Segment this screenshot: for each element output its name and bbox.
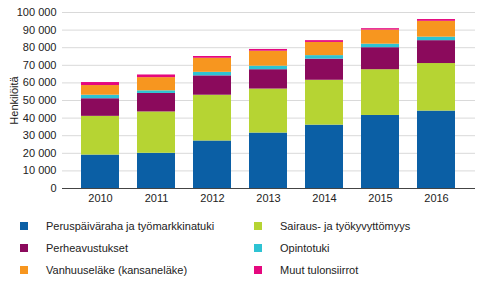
svg-text:70 000: 70 000 (23, 59, 57, 71)
svg-text:30 000: 30 000 (23, 129, 57, 141)
svg-text:60 000: 60 000 (23, 76, 57, 88)
html-text:Opintotuki: Opintotuki (280, 242, 330, 254)
svg-text:50 000: 50 000 (23, 94, 57, 106)
svg-text:2015: 2015 (368, 192, 392, 204)
svg-text:80 000: 80 000 (23, 41, 57, 53)
svg-text:2012: 2012 (200, 192, 224, 204)
html-text:Peruspäiväraha ja työmarkkinat: Peruspäiväraha ja työmarkkinatuki (46, 220, 215, 232)
svg-text:2011: 2011 (145, 192, 169, 204)
html-text:Perheavustukset: Perheavustukset (46, 242, 128, 254)
svg-text:10 000: 10 000 (23, 164, 57, 176)
svg-text:2010: 2010 (88, 192, 112, 204)
svg-text:2016: 2016 (424, 192, 448, 204)
svg-text:100 000: 100 000 (17, 6, 57, 18)
svg-text:2013: 2013 (256, 192, 280, 204)
svg-text:20 000: 20 000 (23, 147, 57, 159)
svg-text:90 000: 90 000 (23, 24, 57, 36)
svg-text:2014: 2014 (312, 192, 336, 204)
html-text:Muut tulonsiirrot: Muut tulonsiirrot (280, 264, 359, 276)
svg-text:Henkilöitä: Henkilöitä (8, 75, 20, 124)
html-text:Vanhuuseläke (kansaneläke): Vanhuuseläke (kansaneläke) (46, 264, 188, 276)
svg-text:0: 0 (50, 182, 56, 194)
svg-text:40 000: 40 000 (23, 112, 57, 124)
html-text:Sairaus- ja työkyvyttömyys: Sairaus- ja työkyvyttömyys (280, 220, 411, 232)
